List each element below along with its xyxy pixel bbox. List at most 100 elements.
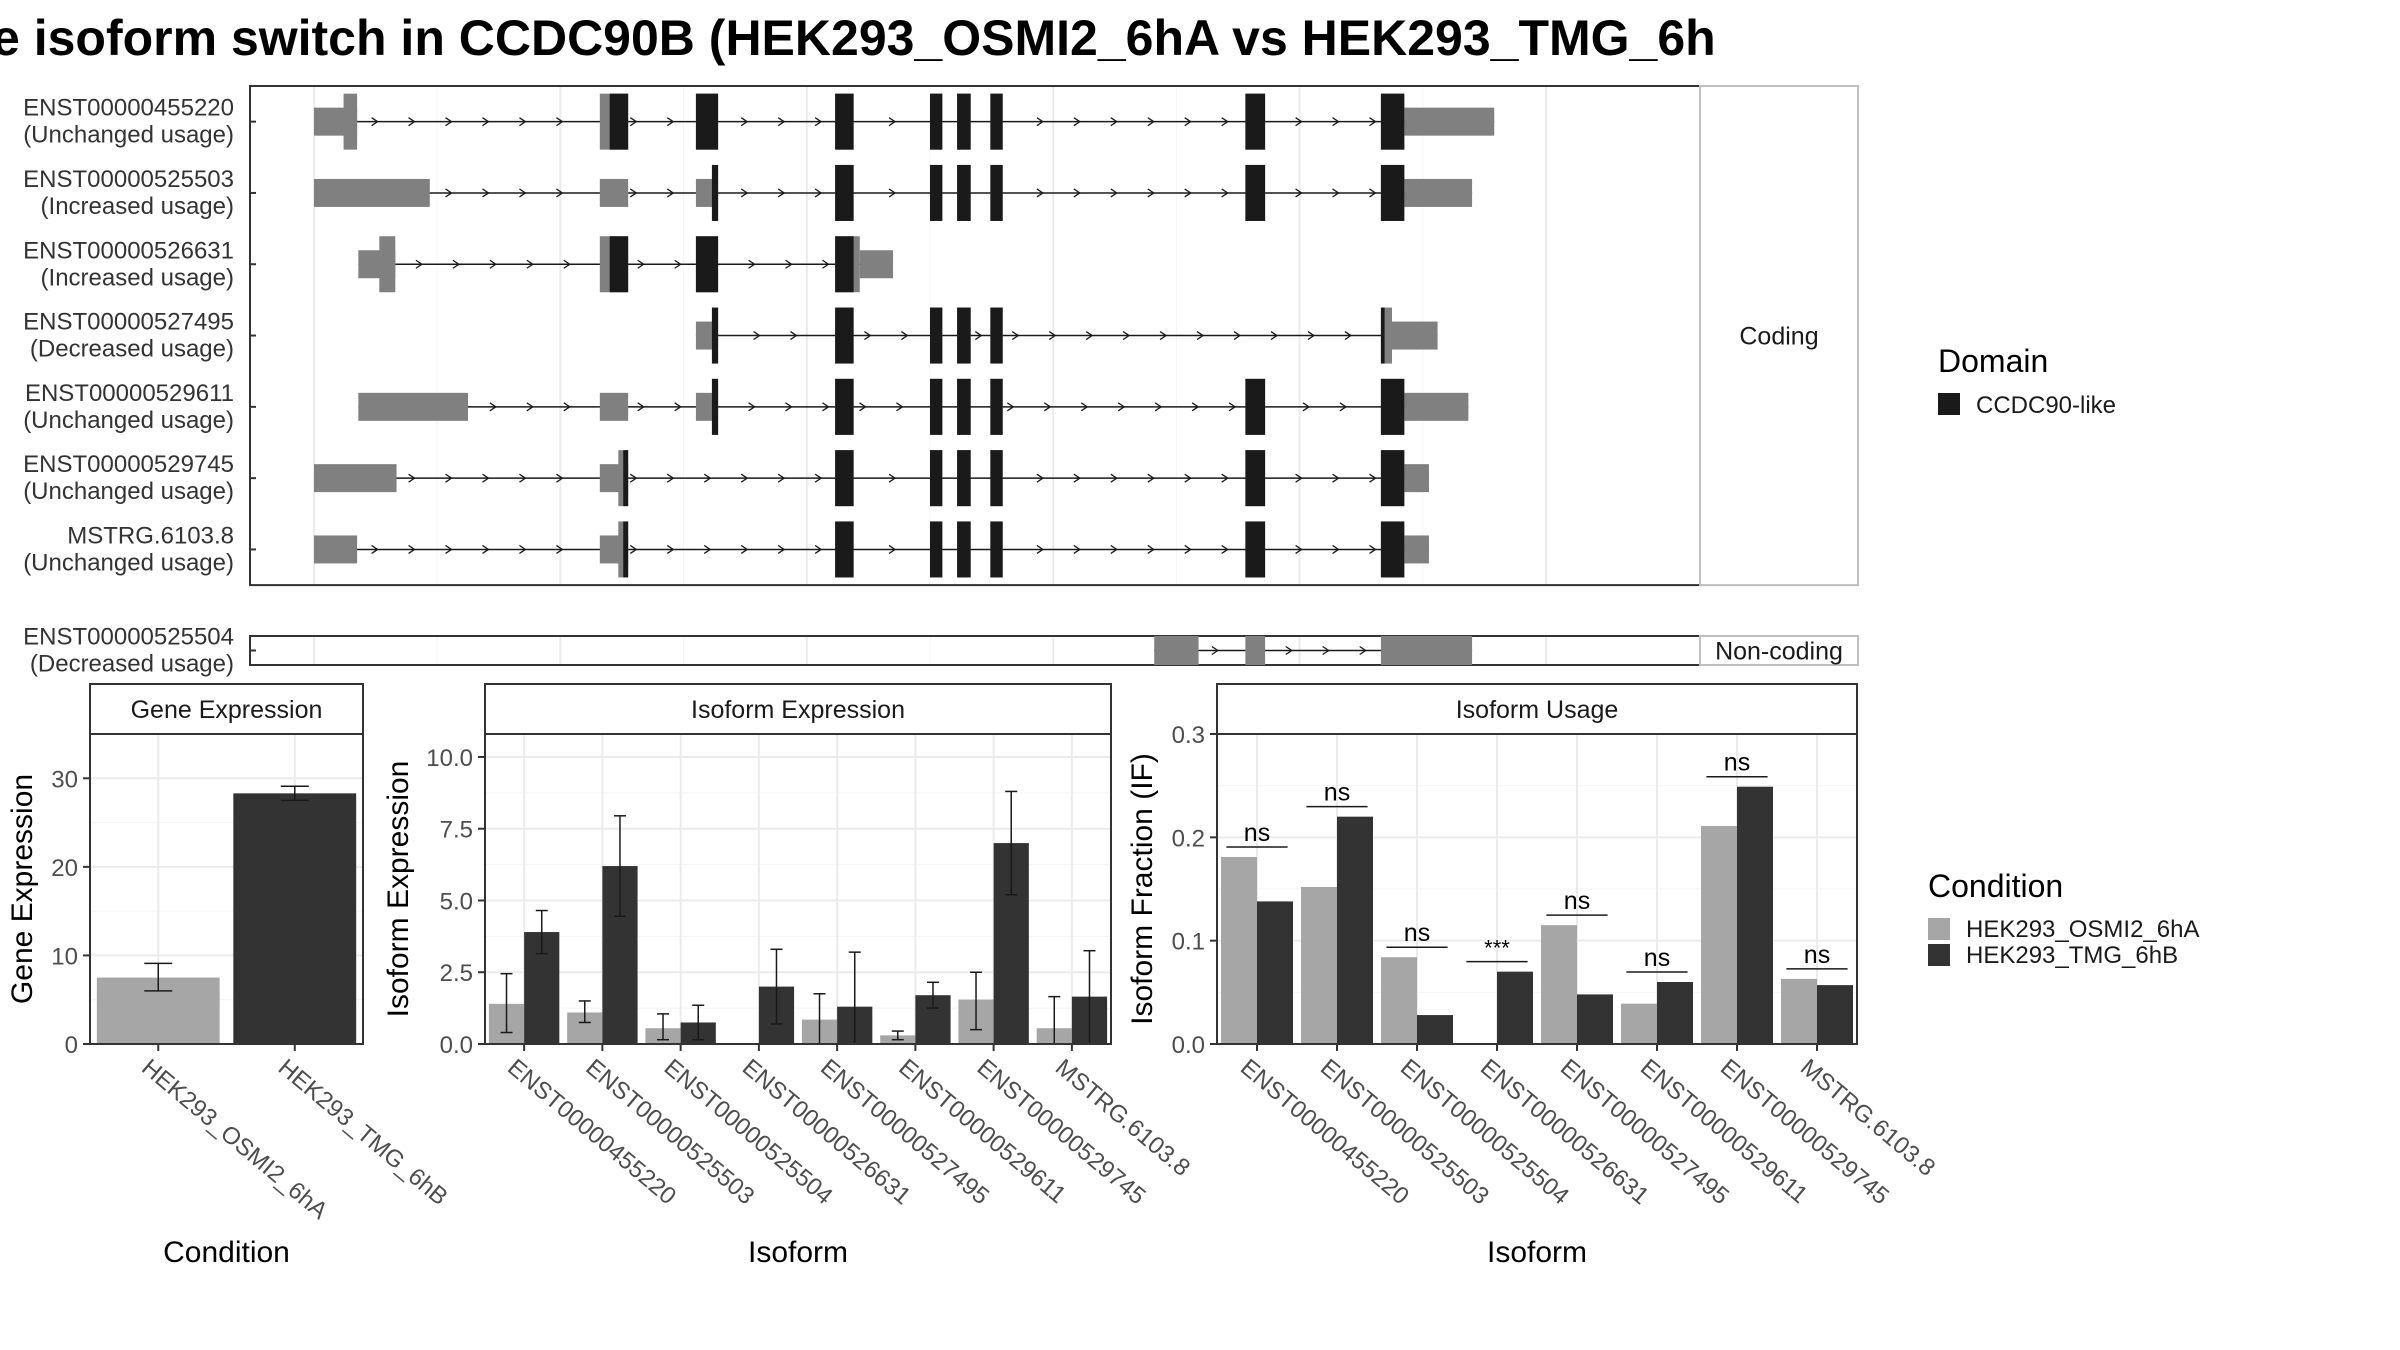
- domain-block: [835, 93, 854, 150]
- utr-exon: [1380, 636, 1473, 665]
- strand-arrow: [888, 117, 897, 127]
- cds-exon: [379, 236, 396, 293]
- strand-arrow: [519, 473, 527, 483]
- strand-arrow: [563, 259, 571, 269]
- strand-arrow: [1344, 331, 1353, 341]
- strand-arrow: [1369, 473, 1377, 483]
- strand-arrow: [1332, 188, 1340, 198]
- strand-arrow: [814, 117, 823, 127]
- strand-arrow: [703, 544, 712, 554]
- strand-arrow: [1073, 544, 1082, 554]
- bar: [1737, 786, 1773, 1044]
- strand-arrow: [629, 544, 638, 554]
- significance-label: ns: [1644, 944, 1670, 972]
- domain-block: [930, 164, 943, 221]
- strand-arrow: [556, 188, 564, 198]
- domain-block: [623, 450, 629, 507]
- domain-block: [835, 236, 854, 293]
- transcript-id-label: ENST00000529611: [25, 380, 234, 407]
- y-axis-title: Isoform Fraction (IF): [1126, 753, 1159, 1025]
- strand-arrow: [777, 188, 786, 198]
- strand-arrow: [1295, 188, 1303, 198]
- strand-arrow: [1322, 645, 1330, 656]
- chart-title: Isoform Usage: [1456, 696, 1619, 724]
- strand-arrow: [888, 544, 897, 554]
- strand-arrow: [1191, 402, 1200, 412]
- condition-legend-swatch: [1928, 918, 1950, 940]
- strand-arrow: [482, 117, 490, 127]
- domain-block: [957, 164, 971, 221]
- strand-arrow: [1036, 544, 1045, 554]
- utr-exon: [1404, 178, 1473, 207]
- strand-arrow: [1154, 402, 1163, 412]
- bar: [1417, 1015, 1453, 1044]
- strand-arrow: [1159, 331, 1168, 341]
- strand-arrow: [556, 544, 564, 554]
- strand-arrow: [1117, 402, 1126, 412]
- domain-block: [957, 450, 971, 507]
- domain-block: [711, 378, 719, 435]
- domain-block: [695, 236, 719, 293]
- utr-exon: [599, 392, 629, 421]
- cds-exon: [1380, 307, 1392, 364]
- bar: [1257, 901, 1293, 1044]
- y-tick-label: 0.1: [1172, 929, 1205, 956]
- strand-arrow: [445, 473, 453, 483]
- significance-label: ns: [1404, 919, 1430, 947]
- transcript-status-label: (Decreased usage): [30, 651, 234, 678]
- bar: [1817, 985, 1853, 1044]
- domain-block: [990, 93, 1003, 150]
- strand-arrow: [740, 188, 749, 198]
- domain-block: [1380, 93, 1405, 150]
- bar: [1381, 957, 1417, 1044]
- y-tick-label: 0.0: [1172, 1032, 1205, 1059]
- strand-arrow: [1184, 117, 1192, 127]
- strand-arrow: [489, 259, 498, 269]
- strand-arrow: [1295, 117, 1303, 127]
- utr-exon: [1404, 107, 1495, 136]
- facet-strip-label: Non-coding: [1715, 638, 1843, 666]
- significance-label: ns: [1244, 819, 1270, 847]
- strand-arrow: [974, 331, 983, 341]
- y-tick-label: 5.0: [440, 888, 473, 915]
- strand-arrow: [1110, 188, 1118, 198]
- strand-arrow: [408, 473, 416, 483]
- transcript-id-label: ENST00000527495: [23, 309, 234, 336]
- strand-arrow: [415, 259, 424, 269]
- strand-arrow: [519, 544, 527, 554]
- domain-block: [930, 307, 943, 364]
- utr-exon: [358, 392, 468, 421]
- y-tick-label: 10.0: [426, 745, 473, 772]
- domain-legend-title: Domain: [1938, 343, 2048, 379]
- strand-arrow: [482, 544, 490, 554]
- strand-arrow: [1184, 188, 1192, 198]
- bar-chart-panels: Gene Expression0102030HEK293_OSMI2_6hAHE…: [6, 683, 1940, 1269]
- chart-panel-border: [484, 733, 1112, 1045]
- domain-block: [1245, 164, 1266, 221]
- strand-arrow: [1147, 117, 1155, 127]
- strand-arrow: [666, 473, 675, 483]
- strand-arrow: [888, 188, 897, 198]
- utr-exon: [314, 535, 358, 564]
- strand-arrow: [1285, 645, 1293, 656]
- strand-arrow: [777, 117, 786, 127]
- strand-arrow: [1302, 402, 1311, 412]
- strand-arrow: [1073, 117, 1082, 127]
- transcript-status-label: (Unchanged usage): [23, 549, 234, 576]
- bar: [1621, 1003, 1657, 1044]
- significance-label: ns: [1324, 779, 1350, 807]
- significance-label: ***: [1484, 936, 1510, 961]
- strand-arrow: [748, 259, 756, 269]
- strand-arrow: [1110, 473, 1118, 483]
- strand-arrow: [1147, 544, 1155, 554]
- domain-legend-swatch: [1938, 393, 1960, 415]
- y-tick-label: 0: [65, 1032, 78, 1059]
- domain-block: [1380, 164, 1405, 221]
- domain-block: [835, 307, 854, 364]
- strand-arrow: [1036, 473, 1045, 483]
- domain-block: [623, 521, 629, 578]
- bar: [1497, 971, 1533, 1044]
- utr-exon: [859, 250, 894, 279]
- chart-strip: [1216, 683, 1858, 735]
- strand-arrow: [1110, 117, 1118, 127]
